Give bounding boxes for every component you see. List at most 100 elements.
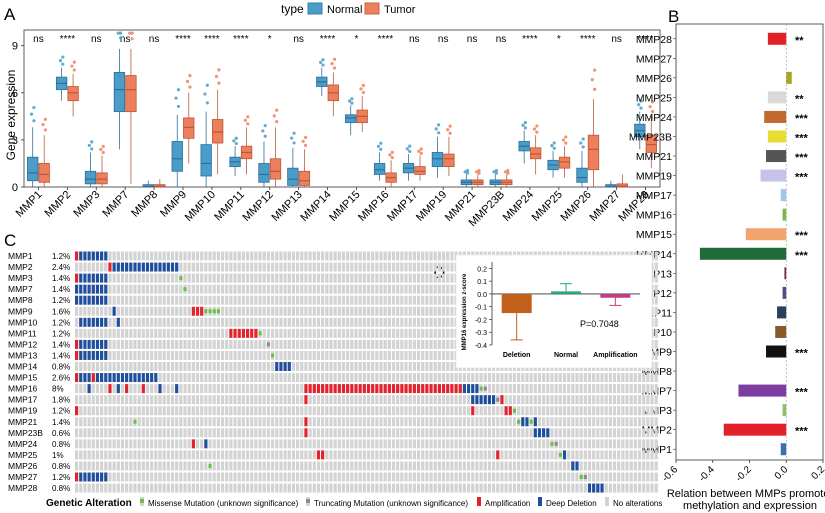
a-outlier [434, 127, 438, 131]
c-cell-no-alteration [212, 339, 216, 349]
c-cell-deep-deletion [600, 483, 604, 493]
c-cell-deep-deletion [492, 395, 496, 405]
c-cell-no-alteration [120, 339, 125, 349]
c-cell-no-alteration [600, 417, 604, 427]
a-box-tumor [183, 117, 195, 139]
c-cell-no-alteration [250, 450, 254, 460]
c-cell-no-alteration [525, 450, 529, 460]
c-cell-no-alteration [125, 251, 129, 261]
c-cell-no-alteration [91, 384, 95, 394]
c-gene-label: MMP25 [8, 450, 38, 460]
c-cell-no-alteration [441, 417, 446, 427]
c-cell-no-alteration [404, 417, 408, 427]
c-cell-no-alteration [241, 417, 245, 427]
c-cell-no-alteration [387, 339, 391, 349]
c-cell-no-alteration [308, 295, 312, 305]
c-cell-no-alteration [441, 251, 446, 261]
c-cell-no-alteration [341, 317, 346, 327]
c-cell-no-alteration [100, 450, 104, 460]
c-cell-no-alteration [162, 273, 166, 283]
c-cell-no-alteration [408, 284, 412, 294]
c-cell-no-alteration [133, 295, 137, 305]
c-cell-no-alteration [366, 251, 371, 261]
a-outlier [275, 120, 279, 124]
c-cell-no-alteration [104, 417, 108, 427]
c-cell-no-alteration [291, 417, 296, 427]
c-cell-no-alteration [625, 406, 629, 416]
a-outlier [593, 68, 597, 72]
c-cell-no-alteration [379, 439, 383, 449]
c-cell-no-alteration [296, 384, 300, 394]
c-cell-no-alteration [291, 439, 296, 449]
c-cell-no-alteration [266, 306, 271, 316]
legend-c: Genetic Alteration Missense Mutation (un… [46, 497, 662, 509]
c-cell-no-alteration [229, 273, 233, 283]
c-cell-no-alteration [120, 284, 125, 294]
c-cell-no-alteration [537, 395, 542, 405]
c-cell-no-alteration [354, 306, 358, 316]
c-cell-no-alteration [404, 295, 408, 305]
c-cell-no-alteration [262, 350, 266, 360]
c-cell-no-alteration [521, 472, 525, 482]
c-cell-no-alteration [254, 395, 258, 405]
c-cell-no-alteration [179, 450, 183, 460]
a-outlier [99, 147, 103, 152]
c-cell-no-alteration [291, 328, 296, 338]
c-cell-no-alteration [308, 317, 312, 327]
c-cell-no-alteration [350, 262, 354, 272]
c-cell-no-alteration [312, 306, 316, 316]
c-cell-amplification [200, 306, 204, 316]
c-cell-no-alteration [220, 406, 225, 416]
c-cell-no-alteration [312, 483, 316, 493]
c-cell-no-alteration [404, 472, 408, 482]
c-cell-no-alteration [458, 472, 462, 482]
c-cell-no-alteration [287, 339, 291, 349]
b-bar [745, 228, 787, 241]
c-cell-no-alteration [220, 251, 225, 261]
c-cell-no-alteration [571, 428, 575, 438]
c-cell-no-alteration [587, 384, 592, 394]
c-cell-no-alteration [304, 284, 308, 294]
c-cell-no-alteration [283, 384, 287, 394]
c-cell-no-alteration [446, 295, 450, 305]
c-cell-no-alteration [191, 483, 195, 493]
c-gene-label: MMP7 [8, 284, 33, 294]
c-cell-no-alteration [137, 350, 141, 360]
c-cell-no-alteration [287, 472, 291, 482]
c-cell-no-alteration [291, 339, 296, 349]
c-cell-no-alteration [195, 406, 200, 416]
c-cell-no-alteration [300, 262, 304, 272]
c-cell-no-alteration [441, 406, 446, 416]
c-cell-no-alteration [617, 439, 621, 449]
legend-a-tumor-label: Tumor [384, 4, 416, 16]
c-cell-no-alteration [125, 483, 129, 493]
c-cell-deep-deletion [137, 373, 141, 383]
c-cell-no-alteration [104, 483, 108, 493]
c-cell-no-alteration [425, 483, 429, 493]
c-cell-no-alteration [316, 439, 321, 449]
c-cell-no-alteration [446, 461, 450, 471]
c-cell-no-alteration [358, 273, 362, 283]
c-cell-no-alteration [108, 295, 112, 305]
c-cell-no-alteration [308, 350, 312, 360]
c-cell-no-alteration [150, 306, 154, 316]
c-cell-no-alteration [358, 317, 362, 327]
c-cell-no-alteration [508, 439, 512, 449]
c-cell-no-alteration [237, 373, 241, 383]
c-cell-no-alteration [337, 262, 341, 272]
c-cell-no-alteration [220, 483, 225, 493]
c-cell-no-alteration [316, 284, 321, 294]
c-cell-no-alteration [375, 262, 379, 272]
c-cell-no-alteration [241, 273, 245, 283]
c-cell-no-alteration [183, 362, 187, 371]
c-cell-no-alteration [362, 328, 366, 338]
c-cell-no-alteration [200, 262, 204, 272]
c-gene-label: MMP8 [8, 295, 33, 305]
c-cell-no-alteration [375, 284, 379, 294]
c-cell-no-alteration [604, 406, 608, 416]
c-cell-no-alteration [225, 317, 229, 327]
c-cell-no-alteration [458, 428, 462, 438]
a-outlier [90, 147, 94, 151]
c-cell-no-alteration [625, 428, 629, 438]
c-cell-no-alteration [229, 450, 233, 460]
